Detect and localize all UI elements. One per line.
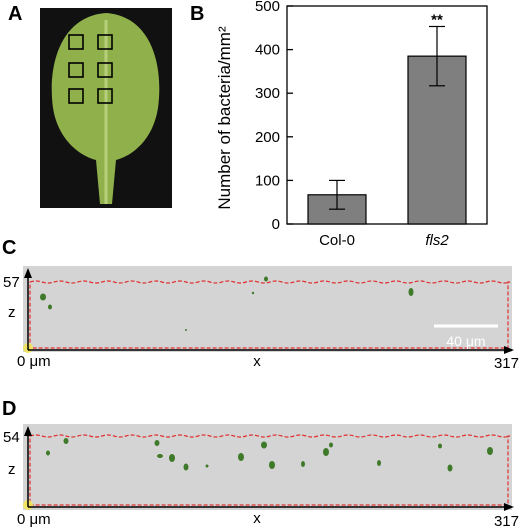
tissue-outline-d bbox=[29, 434, 511, 506]
sample-box bbox=[97, 88, 113, 104]
sample-box bbox=[97, 62, 113, 78]
sample-box bbox=[68, 88, 84, 104]
bacterium bbox=[63, 438, 69, 444]
bacterium bbox=[377, 460, 381, 466]
bacterium bbox=[48, 304, 52, 310]
y-tick-label: 300 bbox=[255, 85, 280, 102]
panel-b-label: B bbox=[190, 3, 205, 25]
bacterium bbox=[205, 464, 209, 468]
x-axis-label-d: x bbox=[253, 510, 261, 527]
x-axis-label-c: x bbox=[253, 353, 261, 370]
bacterium bbox=[447, 464, 453, 472]
x-max-label-c: 317 bbox=[494, 355, 519, 372]
bacterium bbox=[157, 454, 163, 458]
sample-box bbox=[68, 34, 84, 50]
x-category-label: fls2 bbox=[425, 232, 449, 249]
y-tick-label: 0 bbox=[272, 216, 280, 233]
bacterium bbox=[40, 293, 46, 301]
bacteria-c bbox=[40, 276, 414, 331]
x-axis-arrow-c bbox=[504, 346, 514, 354]
bacterium bbox=[251, 291, 255, 295]
bacterium bbox=[261, 441, 267, 449]
panel-d-label: D bbox=[2, 398, 17, 420]
tissue-outline-c bbox=[29, 280, 511, 349]
x-max-label-d: 317 bbox=[494, 513, 519, 530]
bacterium bbox=[183, 463, 189, 471]
x-axis-arrow-d bbox=[504, 503, 514, 511]
y-axis-title: Number of bacteria/mm² bbox=[215, 26, 234, 210]
z-max-label-c: 57 bbox=[3, 274, 20, 291]
bacterium bbox=[264, 276, 268, 282]
plot-frame bbox=[286, 5, 488, 225]
y-tick-label: 400 bbox=[255, 42, 280, 59]
sample-box bbox=[97, 34, 113, 50]
bacterium bbox=[238, 453, 244, 461]
scale-bar-label-c: 40 μm bbox=[446, 333, 485, 349]
y-tick-label: 200 bbox=[255, 129, 280, 146]
z-axis-label-c: z bbox=[8, 304, 16, 321]
micrograph-d bbox=[23, 424, 512, 510]
z-axis-label-d: z bbox=[8, 461, 16, 478]
bacterium bbox=[323, 448, 329, 456]
bacteria-d bbox=[46, 438, 493, 472]
origin-label-d: 0 μm bbox=[17, 511, 51, 528]
z-axis-arrow-c bbox=[24, 268, 32, 278]
bacterium bbox=[301, 461, 305, 467]
sample-boxes bbox=[68, 34, 113, 104]
sample-box bbox=[68, 62, 84, 78]
x-category-label: Col-0 bbox=[319, 232, 355, 249]
bacterium bbox=[269, 461, 275, 469]
panel-a-label: A bbox=[8, 3, 23, 25]
bacterium bbox=[408, 288, 414, 296]
bacterium bbox=[185, 329, 187, 331]
bacterium bbox=[169, 454, 175, 462]
bacterium bbox=[154, 440, 160, 446]
bacterium bbox=[487, 447, 493, 455]
panel-c-label: C bbox=[2, 237, 17, 259]
origin-label-c: 0 μm bbox=[17, 353, 51, 370]
bar-chart: Number of bacteria/mm² 0 100 200 300 400 500 C… bbox=[215, 0, 488, 249]
z-axis-arrow-d bbox=[24, 426, 32, 436]
y-tick-label: 500 bbox=[255, 0, 280, 15]
significance-label: ** bbox=[431, 11, 443, 28]
bacterium bbox=[438, 443, 442, 449]
y-tick-label: 100 bbox=[255, 172, 280, 189]
leaf-photo bbox=[40, 8, 172, 208]
bacterium bbox=[46, 450, 50, 456]
z-max-label-d: 54 bbox=[3, 429, 20, 446]
bacterium bbox=[329, 442, 333, 448]
